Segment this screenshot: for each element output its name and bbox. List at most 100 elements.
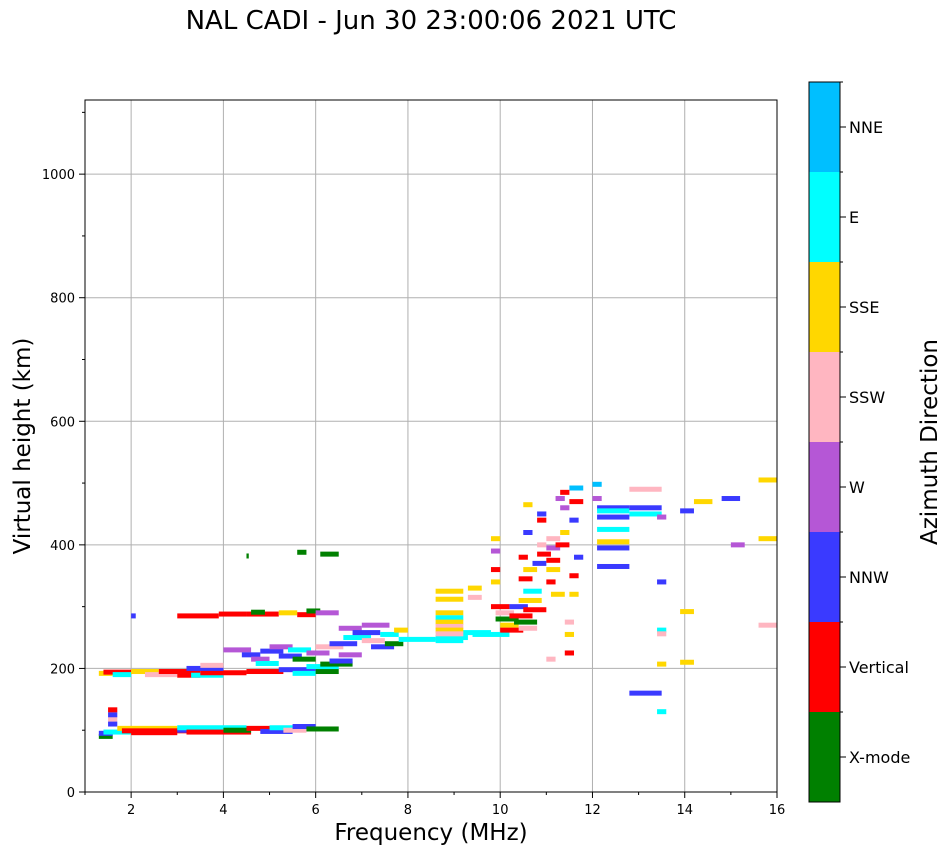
echo-trace [380,631,399,637]
echo-trace [490,604,510,610]
echo-trace [597,508,630,514]
echo-trace [472,631,510,637]
echo-trace [518,625,538,631]
echo-trace [564,631,575,637]
plot-frame [84,99,778,793]
echo-trace [564,619,575,625]
echo-trace [537,551,551,557]
colorbar-tick-label: SSW [849,388,885,407]
echo-trace [490,579,501,585]
echo-trace [680,508,694,514]
echo-trace [569,485,584,491]
echo-trace [338,625,362,631]
echo-trace [186,729,252,735]
echo-trace [218,611,247,617]
echo-trace [435,596,464,602]
echo-trace [490,567,501,573]
colorbar-segment [809,532,840,622]
echo-trace [569,517,579,523]
echo-trace [546,567,561,573]
x-tick-label: 4 [219,803,227,818]
echo-trace [569,591,579,597]
echo-trace [730,542,745,548]
x-tick-label: 16 [769,803,786,818]
echo-trace [592,496,602,502]
echo-trace [537,542,547,548]
echo-trace [509,604,528,610]
echo-trace [555,496,565,502]
echo-trace [246,725,284,731]
echo-trace [518,576,533,582]
echo-trace [555,542,570,548]
chart-title: NAL CADI - Jun 30 23:00:06 2021 UTC [185,6,677,36]
y-tick-label: 200 [50,662,75,677]
echo-trace [177,725,247,731]
echo-trace [546,536,561,542]
echo-trace [500,627,524,633]
colorbar-segment [809,712,840,802]
echo-trace [177,672,201,678]
echo-trace [108,712,118,718]
echo-trace [255,660,279,666]
echo-trace [292,724,316,730]
echo-trace [329,658,353,664]
x-axis-label: Frequency (MHz) [334,820,527,846]
echo-trace [657,631,667,637]
echo-trace [144,672,178,678]
echo-trace [278,653,302,659]
echo-trace [569,499,584,505]
echo-trace [343,635,372,641]
echo-trace [592,481,602,487]
echo-trace [435,588,464,594]
echo-trace [306,650,330,656]
colorbar-segment [809,352,840,442]
echo-trace [246,553,249,559]
echo-trace [564,650,575,656]
echo-trace [435,631,464,637]
echo-trace [758,622,777,628]
echo-trace [329,641,358,647]
echo-trace [597,539,630,545]
echo-trace [680,609,694,615]
y-tick-label: 600 [50,415,75,430]
echo-trace [112,672,132,678]
echo-trace [251,656,270,662]
echo-trace [131,730,178,736]
colorbar-segment [809,172,840,262]
echo-trace [241,652,261,658]
echo-trace [246,669,284,675]
x-tick-label: 14 [676,803,693,818]
echo-trace [597,563,630,569]
echo-trace [597,514,630,520]
colorbar-tick-label: W [849,478,865,497]
echo-trace [384,641,404,647]
echo-trace [550,591,565,597]
echo-trace [394,627,408,633]
y-tick-label: 400 [50,539,75,554]
echo-trace [435,635,468,641]
colorbar-tick-label: Vertical [849,658,909,677]
echo-trace [629,511,662,517]
echo-trace [278,667,316,673]
echo-trace [352,630,381,636]
echo-trace [560,489,570,495]
echo-trace [98,733,113,739]
y-axis: 0 200 400 600 800 1000 [42,111,85,801]
colorbar-tick-label: NNW [849,568,889,587]
echo-trace [103,729,132,735]
echo-trace [546,557,561,563]
x-tick-label: 6 [312,803,320,818]
colorbar-tick-label: NNE [849,118,883,137]
echo-trace [537,517,547,523]
echo-trace [158,669,201,675]
colorbar-frame [808,81,841,803]
echo-trace [435,610,464,616]
echo-trace [490,548,501,554]
echo-trace [315,669,339,675]
echo-trace [306,608,321,614]
echo-trace [597,526,630,532]
echo-trace [287,647,312,653]
echo-trace [435,615,464,621]
x-tick-label: 8 [404,803,412,818]
echo-trace [514,619,538,625]
